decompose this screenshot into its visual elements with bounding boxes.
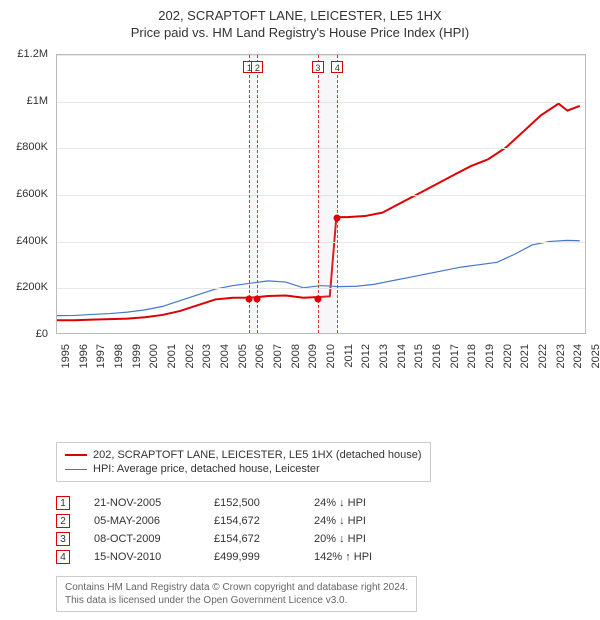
sale-marker-2: 2 bbox=[251, 61, 263, 73]
x-axis-label: 2005 bbox=[237, 344, 249, 384]
legend-item: 202, SCRAPTOFT LANE, LEICESTER, LE5 1HX … bbox=[65, 449, 422, 461]
x-axis-label: 2014 bbox=[396, 344, 408, 384]
sale-delta: 24% ↓ HPI bbox=[314, 497, 424, 509]
legend-item: HPI: Average price, detached house, Leic… bbox=[65, 463, 422, 475]
sale-number-box: 3 bbox=[56, 532, 70, 546]
sale-vline bbox=[318, 55, 319, 333]
sale-number-box: 4 bbox=[56, 550, 70, 564]
x-axis-label: 2001 bbox=[166, 344, 178, 384]
sale-vline bbox=[337, 55, 338, 333]
x-axis-label: 2013 bbox=[378, 344, 390, 384]
x-axis-label: 2018 bbox=[466, 344, 478, 384]
plot-region: 1234 bbox=[56, 54, 586, 334]
x-axis-label: 2000 bbox=[148, 344, 160, 384]
legend-swatch bbox=[65, 469, 87, 470]
sale-row: 4 15-NOV-2010£499,999142% ↑ HPI bbox=[56, 550, 592, 564]
x-axis-label: 1999 bbox=[131, 344, 143, 384]
legend-box: 202, SCRAPTOFT LANE, LEICESTER, LE5 1HX … bbox=[56, 442, 431, 482]
sale-vline bbox=[257, 55, 258, 333]
x-axis-label: 2004 bbox=[219, 344, 231, 384]
x-axis-label: 2016 bbox=[431, 344, 443, 384]
x-axis-label: 2015 bbox=[413, 344, 425, 384]
sale-vline bbox=[249, 55, 250, 333]
sale-date: 08-OCT-2009 bbox=[94, 533, 214, 545]
legend-label: 202, SCRAPTOFT LANE, LEICESTER, LE5 1HX … bbox=[93, 449, 422, 461]
x-axis-label: 1995 bbox=[60, 344, 72, 384]
y-axis-label: £400K bbox=[8, 235, 48, 247]
y-axis-label: £600K bbox=[8, 188, 48, 200]
x-axis-label: 2008 bbox=[290, 344, 302, 384]
sale-marker-4: 4 bbox=[331, 61, 343, 73]
footer-line-1: Contains HM Land Registry data © Crown c… bbox=[65, 581, 408, 594]
x-axis-label: 2011 bbox=[343, 344, 355, 384]
chart-area: 1234 £0£200K£400K£600K£800K£1M£1.2M19951… bbox=[8, 48, 592, 388]
x-axis-label: 2017 bbox=[449, 344, 461, 384]
x-axis-label: 2003 bbox=[201, 344, 213, 384]
sale-delta: 20% ↓ HPI bbox=[314, 533, 424, 545]
sale-date: 15-NOV-2010 bbox=[94, 551, 214, 563]
sale-dot bbox=[334, 215, 341, 222]
x-axis-label: 1997 bbox=[95, 344, 107, 384]
y-axis-label: £1.2M bbox=[8, 48, 48, 60]
y-axis-label: £200K bbox=[8, 281, 48, 293]
sale-price: £154,672 bbox=[214, 533, 314, 545]
sale-delta: 142% ↑ HPI bbox=[314, 551, 424, 563]
sale-dot bbox=[254, 295, 261, 302]
sale-number-box: 2 bbox=[56, 514, 70, 528]
sale-dot bbox=[246, 296, 253, 303]
x-axis-label: 2024 bbox=[572, 344, 584, 384]
x-axis-label: 2006 bbox=[254, 344, 266, 384]
x-axis-label: 1996 bbox=[78, 344, 90, 384]
sale-price: £154,672 bbox=[214, 515, 314, 527]
sale-number-box: 1 bbox=[56, 496, 70, 510]
sale-price: £499,999 bbox=[214, 551, 314, 563]
sale-row: 3 08-OCT-2009£154,67220% ↓ HPI bbox=[56, 532, 592, 546]
sale-delta: 24% ↓ HPI bbox=[314, 515, 424, 527]
y-axis-label: £0 bbox=[8, 328, 48, 340]
sales-table: 1 21-NOV-2005£152,50024% ↓ HPI 2 05-MAY-200… bbox=[56, 496, 592, 564]
x-axis-label: 2020 bbox=[502, 344, 514, 384]
x-axis-label: 2023 bbox=[555, 344, 567, 384]
x-axis-label: 2012 bbox=[360, 344, 372, 384]
x-axis-label: 1998 bbox=[113, 344, 125, 384]
legend-swatch bbox=[65, 454, 87, 456]
y-axis-label: £1M bbox=[8, 95, 48, 107]
y-axis-label: £800K bbox=[8, 141, 48, 153]
sale-dot bbox=[314, 295, 321, 302]
x-axis-label: 2009 bbox=[307, 344, 319, 384]
footer-line-2: This data is licensed under the Open Gov… bbox=[65, 594, 408, 607]
sale-band bbox=[317, 55, 338, 333]
chart-title: 202, SCRAPTOFT LANE, LEICESTER, LE5 1HX bbox=[8, 8, 592, 23]
sale-date: 05-MAY-2006 bbox=[94, 515, 214, 527]
chart-subtitle: Price paid vs. HM Land Registry's House … bbox=[8, 25, 592, 40]
sale-price: £152,500 bbox=[214, 497, 314, 509]
x-axis-label: 2021 bbox=[519, 344, 531, 384]
legend-label: HPI: Average price, detached house, Leic… bbox=[93, 463, 320, 475]
sale-marker-3: 3 bbox=[312, 61, 324, 73]
x-axis-label: 2025 bbox=[590, 344, 600, 384]
x-axis-label: 2022 bbox=[537, 344, 549, 384]
x-axis-label: 2010 bbox=[325, 344, 337, 384]
x-axis-label: 2019 bbox=[484, 344, 496, 384]
sale-row: 1 21-NOV-2005£152,50024% ↓ HPI bbox=[56, 496, 592, 510]
footer-attribution: Contains HM Land Registry data © Crown c… bbox=[56, 576, 417, 612]
sale-row: 2 05-MAY-2006£154,67224% ↓ HPI bbox=[56, 514, 592, 528]
x-axis-label: 2007 bbox=[272, 344, 284, 384]
x-axis-label: 2002 bbox=[184, 344, 196, 384]
sale-date: 21-NOV-2005 bbox=[94, 497, 214, 509]
